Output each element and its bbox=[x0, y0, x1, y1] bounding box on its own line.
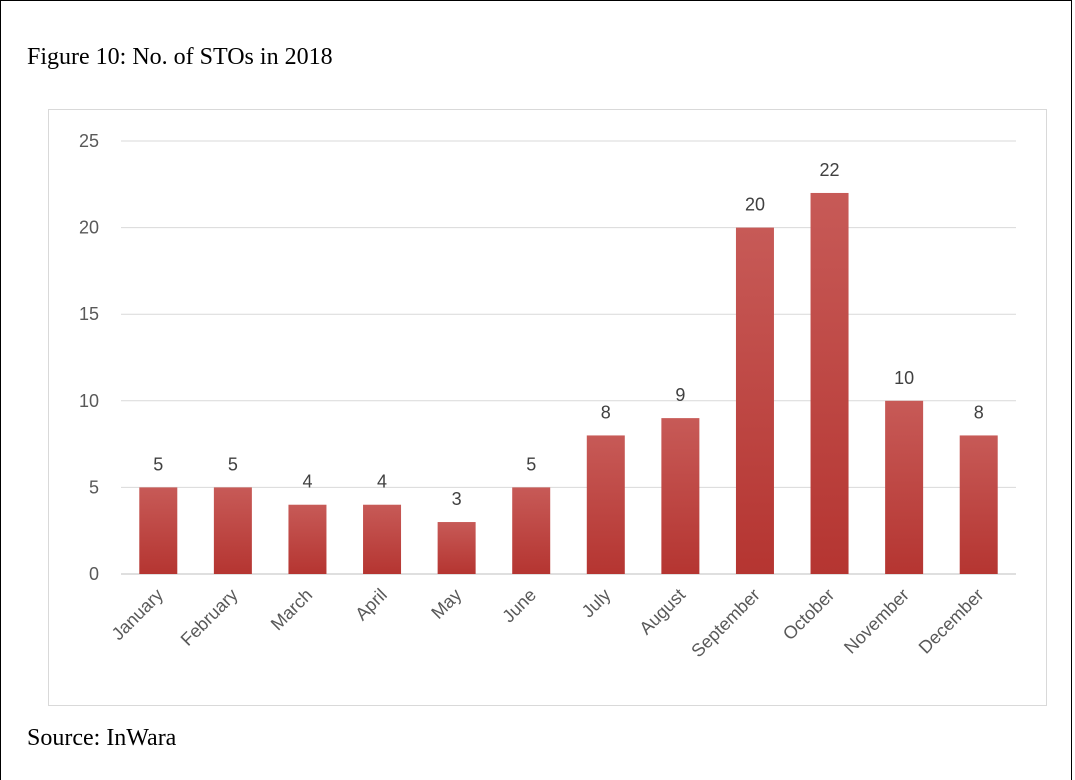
data-label: 8 bbox=[601, 402, 611, 422]
x-tick-label: June bbox=[498, 585, 540, 627]
x-tick-label: April bbox=[351, 585, 391, 625]
bar bbox=[512, 487, 551, 574]
bar bbox=[586, 435, 625, 574]
y-tick-label: 0 bbox=[89, 564, 99, 584]
data-label: 9 bbox=[675, 385, 685, 405]
figure-source: Source: InWara bbox=[27, 725, 177, 751]
x-axis: January February March April May June July Augu… bbox=[108, 585, 988, 661]
bars bbox=[139, 192, 998, 574]
x-tick-label: February bbox=[177, 585, 242, 650]
x-tick-label: August bbox=[635, 585, 689, 639]
x-tick-label: November bbox=[840, 585, 913, 658]
bar bbox=[885, 400, 924, 574]
bar bbox=[213, 487, 252, 574]
data-label: 8 bbox=[974, 402, 984, 422]
x-tick-label: October bbox=[779, 585, 838, 644]
y-tick-label: 10 bbox=[79, 391, 99, 411]
y-tick-label: 20 bbox=[79, 218, 99, 238]
bar bbox=[363, 504, 402, 574]
data-labels: 5 5 4 4 3 5 8 9 20 22 10 8 bbox=[153, 160, 983, 509]
data-label: 4 bbox=[377, 472, 387, 492]
y-tick-label: 25 bbox=[79, 131, 99, 151]
data-label: 5 bbox=[526, 454, 536, 474]
x-tick-label: March bbox=[267, 585, 317, 635]
data-label: 5 bbox=[228, 454, 238, 474]
data-label: 4 bbox=[302, 472, 312, 492]
x-tick-label: July bbox=[578, 585, 615, 622]
y-tick-label: 5 bbox=[89, 477, 99, 497]
x-tick-label: January bbox=[108, 585, 167, 644]
gridlines bbox=[121, 140, 1016, 575]
bar bbox=[959, 435, 998, 574]
bar bbox=[139, 487, 178, 574]
data-label: 22 bbox=[820, 160, 840, 180]
x-tick-label: December bbox=[915, 585, 988, 658]
bar bbox=[288, 504, 327, 574]
chart-container: 0 5 10 15 20 25 5 5 4 4 3 5 8 9 20 22 10 8 January Februa… bbox=[48, 109, 1047, 706]
y-tick-label: 15 bbox=[79, 304, 99, 324]
x-tick-label: May bbox=[427, 585, 465, 623]
figure-caption: Figure 10: No. of STOs in 2018 bbox=[27, 44, 333, 70]
x-tick-label: September bbox=[687, 585, 763, 661]
bar bbox=[810, 192, 849, 574]
bar bbox=[437, 522, 476, 574]
bar bbox=[661, 418, 700, 574]
data-label: 5 bbox=[153, 454, 163, 474]
data-label: 20 bbox=[745, 195, 765, 215]
data-label: 3 bbox=[452, 489, 462, 509]
bar bbox=[735, 227, 774, 574]
bar-chart: 0 5 10 15 20 25 5 5 4 4 3 5 8 9 20 22 10 8 January Februa… bbox=[79, 131, 1016, 661]
data-label: 10 bbox=[894, 368, 914, 388]
y-axis: 0 5 10 15 20 25 bbox=[79, 131, 99, 584]
